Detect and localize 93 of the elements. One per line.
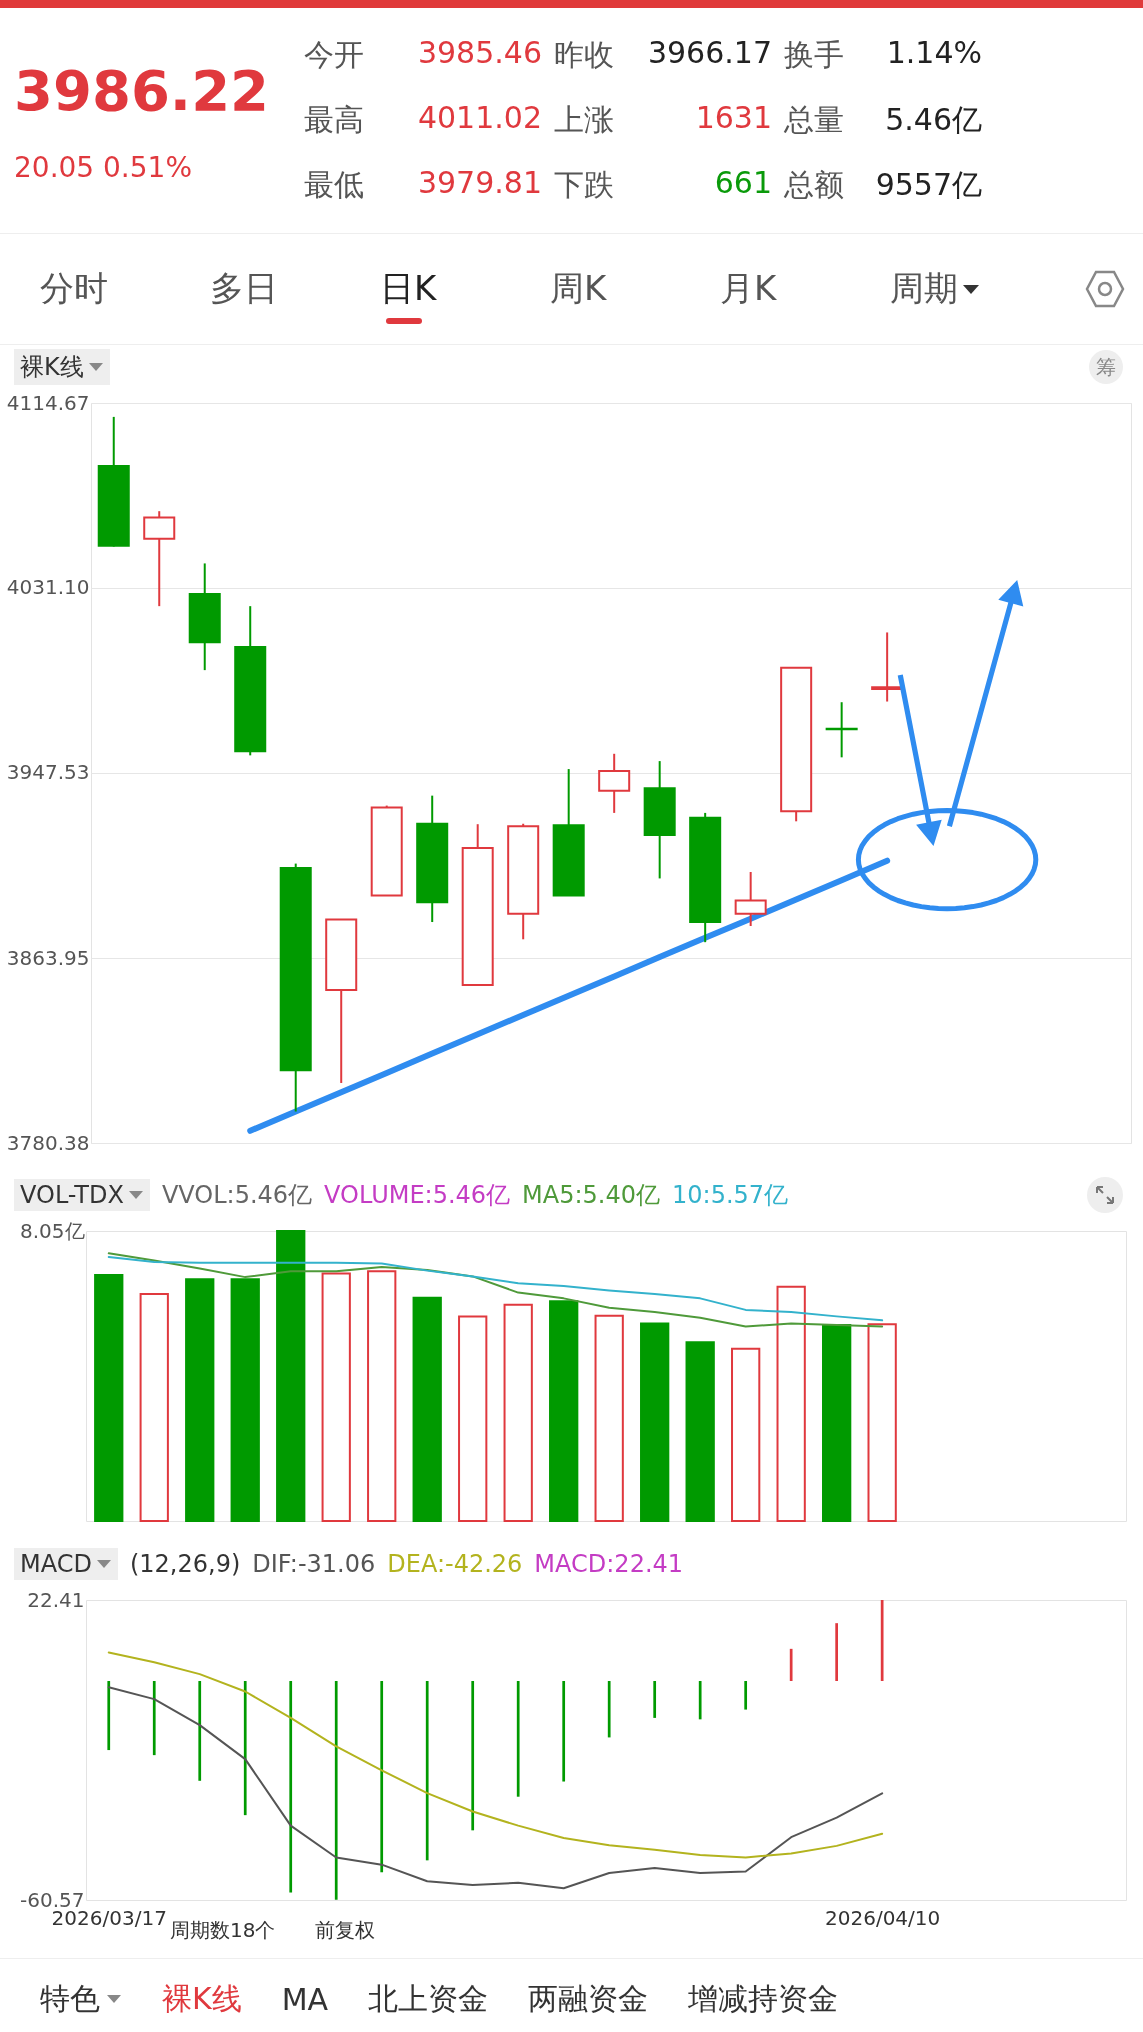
text: 月K — [720, 267, 777, 310]
bar — [367, 1270, 397, 1522]
text: 筹 — [1089, 350, 1123, 384]
chart-title: VOL-TDX — [20, 1181, 124, 1209]
text: 10:5.57亿 — [672, 1180, 789, 1211]
text: 周K — [550, 267, 607, 310]
text: 下跌 — [554, 166, 615, 204]
text: 总额 — [784, 166, 845, 204]
y-tick-label: 3947.53 — [6, 760, 90, 785]
bar — [640, 1322, 670, 1522]
text: 上涨 — [554, 101, 615, 139]
text: 总量 — [784, 101, 845, 139]
bar — [412, 1296, 442, 1522]
text: 4011.02 — [416, 100, 543, 137]
text: 昨收 — [554, 36, 615, 74]
text: 北上资金 — [368, 1979, 489, 2018]
bar — [731, 1347, 761, 1522]
text: 5.46亿 — [884, 101, 983, 139]
bar — [107, 1681, 111, 1751]
bar — [425, 1681, 429, 1861]
bar — [380, 1681, 384, 1873]
bar — [698, 1681, 702, 1720]
text: 周期 — [890, 267, 958, 310]
y-tick-label: 22.41 — [27, 1587, 85, 1612]
line-series — [107, 1686, 884, 1890]
text: 两融资金 — [528, 1979, 649, 2018]
text: DIF:-31.06 — [252, 1550, 376, 1578]
bar — [139, 1293, 169, 1522]
text: VVOL:5.46亿 — [161, 1180, 313, 1211]
text: 3966.17 — [646, 35, 773, 72]
text: 今开 — [304, 36, 365, 74]
text: 1631 — [694, 100, 773, 137]
text: DEA:-42.26 — [387, 1550, 523, 1578]
text: 换手 — [784, 36, 845, 74]
bar — [334, 1681, 338, 1900]
text: MACD:22.41 — [534, 1550, 684, 1578]
bar — [516, 1681, 520, 1797]
bar — [321, 1272, 351, 1522]
bar — [594, 1314, 624, 1522]
bar — [880, 1600, 884, 1682]
text: 周期数18个 — [170, 1917, 276, 1944]
bar — [607, 1681, 611, 1738]
line-series — [107, 1651, 884, 1859]
text: 前复权 — [315, 1917, 376, 1944]
text: 分时 — [40, 267, 108, 310]
text: 3979.81 — [416, 165, 543, 202]
text: 裸K线 — [162, 1979, 242, 2018]
bar — [822, 1324, 852, 1522]
text: 多日 — [210, 267, 278, 310]
text: 20.05 0.51% — [14, 150, 193, 184]
y-tick-label: 3863.95 — [6, 945, 90, 970]
text: 1.14% — [885, 35, 983, 72]
bar — [458, 1315, 488, 1522]
bar — [185, 1278, 215, 1522]
text: 日K — [380, 267, 437, 310]
text: 最高 — [304, 101, 365, 139]
text: MA — [281, 1981, 329, 2017]
y-tick-label: 4114.67 — [6, 390, 90, 415]
bar — [867, 1323, 897, 1522]
bar — [471, 1681, 475, 1831]
chart-title: MACD — [20, 1550, 92, 1578]
bar — [685, 1341, 715, 1522]
text: (12,26,9) — [129, 1550, 241, 1578]
text: 3985.46 — [416, 35, 543, 72]
text: 661 — [713, 165, 773, 202]
bar — [198, 1681, 202, 1781]
bar — [94, 1273, 124, 1522]
y-tick-label: 3780.38 — [6, 1130, 90, 1155]
bar — [744, 1681, 748, 1710]
chart-title: 裸K线 — [20, 352, 84, 383]
bar — [549, 1300, 579, 1522]
y-tick-label: 4031.10 — [6, 575, 90, 600]
bar — [835, 1623, 839, 1682]
text: 3986.22 — [14, 57, 271, 123]
text: VOLUME:5.46亿 — [324, 1180, 511, 1211]
bar — [503, 1303, 533, 1522]
text: MA5:5.40亿 — [522, 1180, 661, 1211]
bar — [230, 1278, 260, 1522]
y-tick-label: 8.05亿 — [19, 1218, 85, 1243]
text: 特色 — [40, 1979, 101, 2018]
bar — [289, 1681, 293, 1893]
text: 增减持资金 — [688, 1979, 839, 2018]
bar — [276, 1230, 306, 1522]
y-tick-label: -60.57 — [20, 1887, 85, 1912]
bar — [152, 1681, 156, 1756]
text: 9557亿 — [874, 166, 983, 204]
bar — [789, 1648, 793, 1682]
bar — [243, 1681, 247, 1816]
bar — [562, 1681, 566, 1782]
x-tick-label: 2026/04/10 — [825, 1905, 941, 1930]
text: 最低 — [304, 166, 365, 204]
bar — [653, 1681, 657, 1718]
bar — [776, 1285, 806, 1522]
